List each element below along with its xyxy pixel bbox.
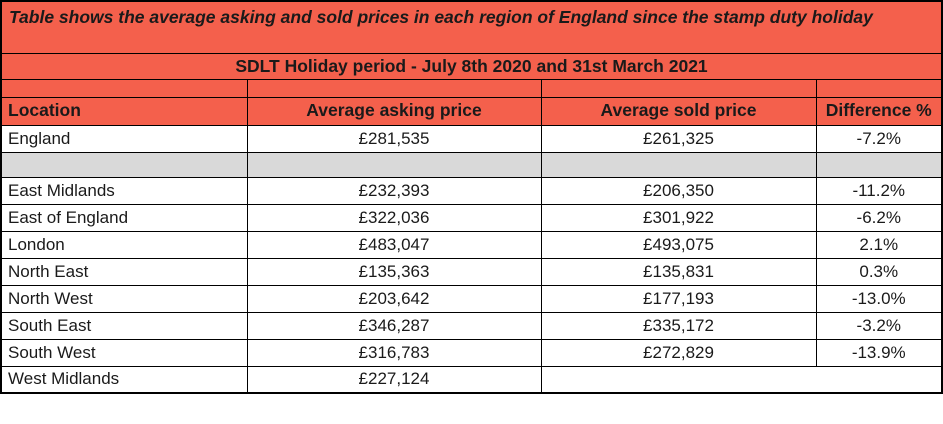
table-row-east-midlands: East Midlands £232,393 £206,350 -11.2%	[0, 176, 943, 205]
cell-sold-price: £301,922	[540, 203, 817, 232]
table-title: Table shows the average asking and sold …	[0, 0, 943, 54]
header-spacer-cell	[540, 78, 817, 98]
table-row-north-east: North East £135,363 £135,831 0.3%	[0, 257, 943, 286]
cell-difference: -13.9%	[815, 338, 943, 367]
column-header-difference: Difference %	[815, 96, 943, 126]
column-header-asking: Average asking price	[246, 96, 542, 126]
cell-difference: 2.1%	[815, 230, 943, 259]
cell-sold-price: £206,350	[540, 176, 817, 205]
cell-asking-price: £232,393	[246, 176, 542, 205]
column-header-row: Location Average asking price Average so…	[0, 96, 943, 126]
spacer-cell	[246, 151, 542, 178]
cell-location: East of England	[0, 203, 248, 232]
cell-difference: -3.2%	[815, 311, 943, 340]
cell-location: England	[0, 124, 248, 153]
cell-location: London	[0, 230, 248, 259]
cell-location: South West	[0, 338, 248, 367]
cell-difference	[816, 365, 942, 393]
spacer-cell	[0, 151, 248, 178]
cell-location: South East	[0, 311, 248, 340]
table-row-england: England £281,535 £261,325 -7.2%	[0, 124, 943, 153]
table-row-spacer	[0, 151, 943, 178]
table-row-north-west: North West £203,642 £177,193 -13.0%	[0, 284, 943, 313]
cell-asking-price: £227,124	[246, 365, 542, 394]
cell-location: North West	[0, 284, 248, 313]
cell-location: North East	[0, 257, 248, 286]
cell-asking-price: £281,535	[246, 124, 542, 153]
cell-sold-price: £261,325	[540, 124, 817, 153]
cell-sold-price	[541, 365, 816, 393]
spacer-cell	[540, 151, 817, 178]
cell-asking-price: £322,036	[246, 203, 542, 232]
cell-sold-price: £135,831	[540, 257, 817, 286]
table-title-row: Table shows the average asking and sold …	[0, 0, 943, 54]
cell-asking-price: £135,363	[246, 257, 542, 286]
cell-difference: -7.2%	[815, 124, 943, 153]
cell-asking-price: £483,047	[246, 230, 542, 259]
cell-sold-price: £272,829	[540, 338, 817, 367]
table-row-london: London £483,047 £493,075 2.1%	[0, 230, 943, 259]
table-subtitle: SDLT Holiday period - July 8th 2020 and …	[0, 52, 943, 80]
header-spacer-row	[0, 78, 943, 98]
table-subtitle-row: SDLT Holiday period - July 8th 2020 and …	[0, 52, 943, 80]
cell-difference: -11.2%	[815, 176, 943, 205]
column-header-sold: Average sold price	[540, 96, 817, 126]
cell-sold-price: £493,075	[540, 230, 817, 259]
column-header-location: Location	[0, 96, 248, 126]
table-row-south-east: South East £346,287 £335,172 -3.2%	[0, 311, 943, 340]
cell-asking-price: £316,783	[246, 338, 542, 367]
header-spacer-cell	[246, 78, 542, 98]
cell-location: West Midlands	[0, 365, 248, 394]
table-row-south-west: South West £316,783 £272,829 -13.9%	[0, 338, 943, 367]
cell-asking-price: £346,287	[246, 311, 542, 340]
spacer-cell	[815, 151, 943, 178]
price-table: Table shows the average asking and sold …	[0, 0, 943, 394]
cell-sold-price: £177,193	[540, 284, 817, 313]
cell-difference: -6.2%	[815, 203, 943, 232]
table-row-west-midlands: West Midlands £227,124	[0, 365, 942, 394]
table-row-east-of-england: East of England £322,036 £301,922 -6.2%	[0, 203, 943, 232]
cell-sold-price: £335,172	[540, 311, 817, 340]
cell-difference: 0.3%	[815, 257, 943, 286]
header-spacer-cell	[0, 78, 248, 98]
header-spacer-cell	[815, 78, 943, 98]
cell-asking-price: £203,642	[246, 284, 542, 313]
cell-location: East Midlands	[0, 176, 248, 205]
cell-difference: -13.0%	[815, 284, 943, 313]
